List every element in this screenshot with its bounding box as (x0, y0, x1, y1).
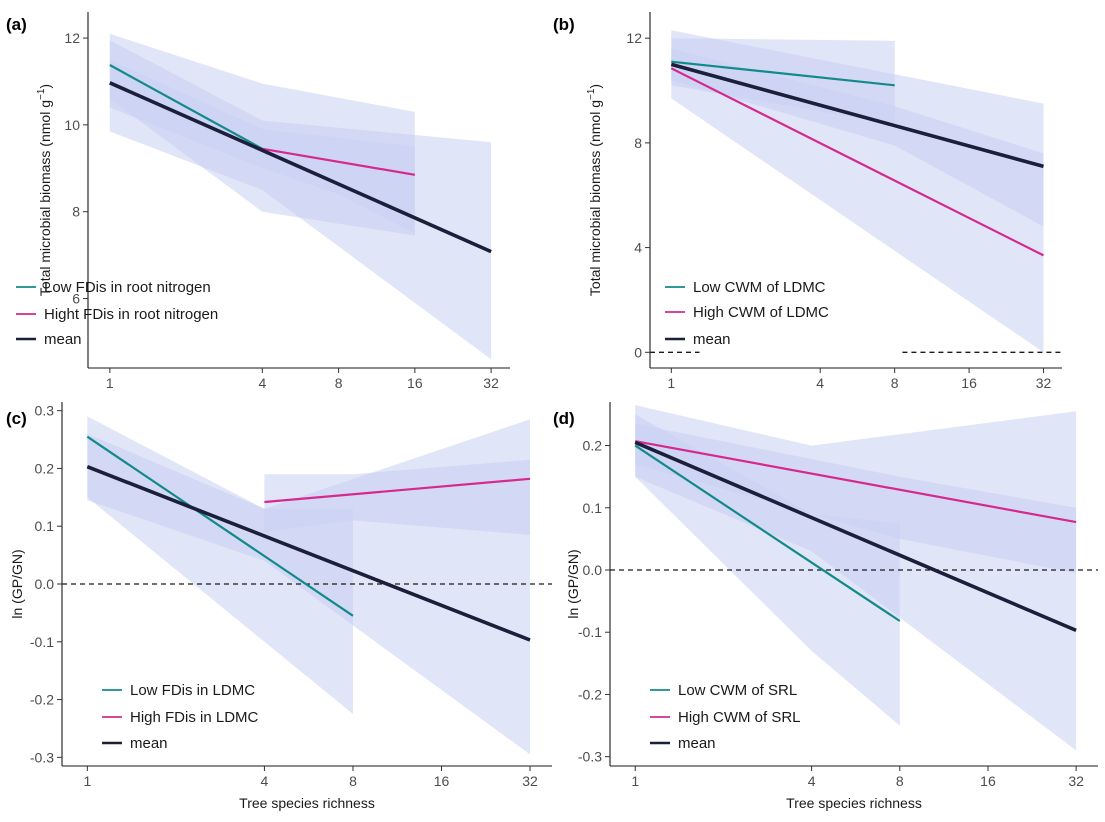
panel-label: (a) (6, 15, 27, 34)
x-tick-label: 4 (808, 773, 816, 789)
x-tick-label: 16 (961, 375, 977, 391)
legend-label-mean: mean (44, 331, 82, 348)
panel-label: (d) (553, 409, 575, 428)
y-tick-label: 8 (72, 204, 80, 220)
panel-d: -0.3 -0.2 -0.1 0.0 0.1 0.2 1 4 8 16 32 (d) ln (GP/GN… (553, 402, 1098, 811)
x-tick-label: 4 (816, 375, 824, 391)
x-tick-label: 32 (1068, 773, 1084, 789)
y-axis-title: ln (GP/GN) (9, 549, 25, 618)
x-tick-label: 32 (483, 375, 499, 391)
panel-b: 0 4 8 12 1 4 8 16 32 (b) Total microbial biomass (… (553, 12, 1062, 391)
y-tick-label: 10 (64, 117, 80, 133)
confidence-band-3 (109, 59, 415, 234)
x-tick-label: 16 (434, 773, 450, 789)
legend: Low CWM of SRL High CWM of SRL mean (650, 682, 801, 752)
y-tick-label: 0.0 (35, 576, 55, 592)
x-tick-label: 1 (667, 375, 675, 391)
y-tick-label: 0.3 (35, 403, 55, 419)
y-tick-label: 8 (634, 135, 642, 151)
legend-label-low: Low CWM of LDMC (693, 279, 826, 296)
legend: Low FDis in LDMC High FDis in LDMC mean (102, 682, 259, 752)
y-tick-label: 12 (64, 30, 80, 46)
x-axis-title: Tree species richness (239, 795, 375, 811)
y-axis-title: ln (GP/GN) (565, 549, 581, 618)
x-tick-label: 8 (349, 773, 357, 789)
x-axis-title: Tree species richness (786, 795, 922, 811)
y-tick-label: -0.2 (30, 692, 54, 708)
x-tick-label: 16 (407, 375, 423, 391)
y-tick-label: -0.3 (30, 749, 54, 765)
y-tick-label: -0.3 (578, 749, 602, 765)
x-tick-label: 4 (261, 773, 269, 789)
legend-label-mean: mean (693, 331, 731, 348)
y-tick-label: 12 (626, 30, 642, 46)
y-tick-label: 0.1 (583, 500, 603, 516)
y-tick-label: 0.0 (583, 562, 603, 578)
x-tick-label: 1 (83, 773, 91, 789)
confidence-band-3 (671, 48, 1044, 227)
y-tick-label: -0.2 (578, 686, 602, 702)
y-tick-label: 0.1 (35, 518, 55, 534)
legend-label-low: Low FDis in root nitrogen (44, 279, 211, 296)
y-tick-label: 0.2 (35, 460, 55, 476)
series-line-mean (670, 62, 1044, 169)
confidence-band-1 (671, 30, 1044, 353)
series-line-low (634, 444, 901, 622)
y-tick-label: -0.1 (30, 634, 54, 650)
legend: Low FDis in root nitrogen Hight FDis in r… (16, 279, 218, 348)
legend-label-mean: mean (678, 735, 716, 752)
legend-label-high: High CWM of SRL (678, 709, 801, 726)
legend: Low CWM of LDMC High CWM of LDMC mean (665, 279, 829, 348)
y-tick-label: 0.2 (583, 438, 603, 454)
y-tick-label: 4 (634, 240, 642, 256)
legend-label-high: High CWM of LDMC (693, 304, 829, 321)
panel-c: -0.3 -0.2 -0.1 0.0 0.1 0.2 0.3 1 4 8 16 32 (c) ln (GP… (6, 402, 552, 811)
series-line-high (262, 147, 415, 176)
panel-label: (c) (6, 409, 27, 428)
x-tick-label: 1 (106, 375, 114, 391)
series-line-mean (109, 81, 492, 254)
legend-label-low: Low FDis in LDMC (130, 682, 255, 699)
y-axis-title: Total microbial biomass (nmol g−1) (36, 84, 53, 296)
series-line-mean (86, 465, 531, 642)
series-line-high (264, 477, 531, 504)
y-tick-label: 6 (72, 291, 80, 307)
x-tick-label: 8 (896, 773, 904, 789)
series-line-low (109, 64, 263, 150)
x-tick-label: 32 (522, 773, 538, 789)
x-tick-label: 16 (980, 773, 996, 789)
legend-label-high: High FDis in LDMC (130, 709, 259, 726)
panel-label: (b) (553, 15, 575, 34)
series-line-mean (634, 440, 1077, 633)
legend-label-mean: mean (130, 735, 168, 752)
series-line-high (635, 440, 1077, 524)
y-axis-title: Total microbial biomass (nmol g−1) (586, 84, 603, 296)
series-line-high (670, 67, 1044, 257)
x-tick-label: 1 (631, 773, 639, 789)
legend-label-high: Hight FDis in root nitrogen (44, 306, 218, 323)
x-tick-label: 4 (258, 375, 266, 391)
y-tick-label: 0 (634, 344, 642, 360)
x-tick-label: 8 (335, 375, 343, 391)
x-tick-label: 8 (891, 375, 899, 391)
series-line-low (86, 435, 354, 617)
x-tick-label: 32 (1036, 375, 1052, 391)
legend-label-low: Low CWM of SRL (678, 682, 797, 699)
confidence-band-3 (264, 459, 530, 535)
series-line-low (671, 60, 895, 87)
y-tick-label: -0.1 (578, 624, 602, 640)
